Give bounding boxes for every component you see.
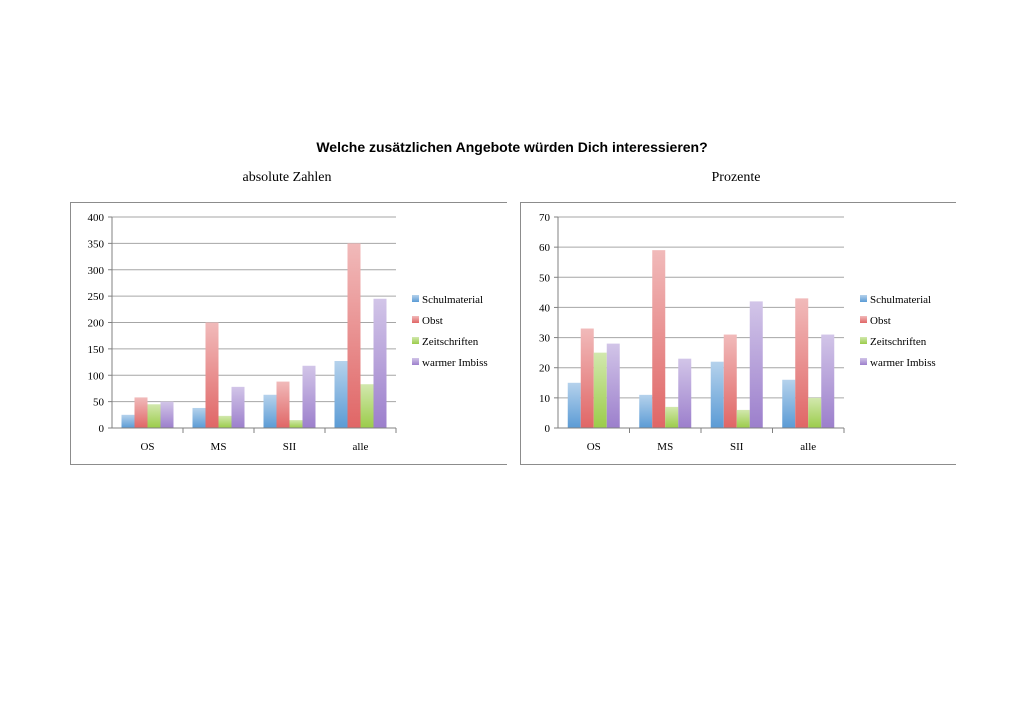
pct-bar-warmer-imbiss-sii — [749, 301, 763, 428]
abs-ytick-label: 200 — [88, 318, 105, 330]
abs-bar-warmer-imbiss-sii — [302, 365, 316, 428]
pct-xtick-label: MS — [657, 441, 673, 453]
pct-bar-obst-os — [580, 328, 594, 428]
chart-percent: 0 10 20 30 40 50 60 70 OS MS SII alle Schulmaterial O… — [520, 202, 956, 465]
pct-bar-obst-alle — [795, 298, 809, 428]
abs-bar-obst-alle — [347, 243, 361, 428]
abs-ytick-label: 100 — [88, 370, 105, 382]
abs-ytick-label: 300 — [88, 265, 105, 277]
pct-bar-zeitschriften-alle — [808, 397, 822, 428]
pct-bar-obst-sii — [723, 334, 737, 428]
abs-bar-obst-ms — [205, 322, 219, 428]
abs-legend-swatch — [412, 337, 419, 344]
abs-bar-schulmaterial-os — [121, 414, 135, 428]
pct-ytick-label: 30 — [539, 333, 551, 345]
abs-xtick-label: OS — [140, 441, 154, 453]
pct-ytick-label: 10 — [539, 393, 551, 405]
abs-bar-schulmaterial-ms — [192, 407, 206, 428]
pct-xtick-label: SII — [730, 441, 744, 453]
abs-xtick-label: MS — [211, 441, 227, 453]
page-title: Welche zusätzlichen Angebote würden Dich… — [316, 139, 708, 155]
abs-xtick-label: SII — [283, 441, 297, 453]
pct-xtick-label: alle — [800, 441, 816, 453]
pct-bar-schulmaterial-os — [567, 382, 581, 428]
pct-ytick-label: 60 — [539, 242, 551, 254]
pct-bar-zeitschriften-ms — [665, 406, 679, 428]
pct-ytick-label: 0 — [545, 423, 551, 435]
abs-bar-schulmaterial-sii — [263, 394, 277, 428]
pct-bar-schulmaterial-alle — [782, 379, 796, 428]
abs-bar-zeitschriften-alle — [360, 384, 374, 428]
abs-bar-warmer-imbiss-ms — [231, 386, 245, 428]
pct-legend-swatch — [860, 316, 867, 323]
abs-ytick-label: 0 — [99, 423, 105, 435]
pct-xtick-label: OS — [587, 441, 601, 453]
pct-bar-zeitschriften-os — [593, 352, 607, 428]
abs-bar-zeitschriften-sii — [289, 420, 303, 428]
pct-bar-zeitschriften-sii — [736, 409, 750, 428]
pct-bar-schulmaterial-sii — [710, 361, 724, 428]
abs-bar-zeitschriften-ms — [218, 415, 232, 428]
abs-legend-label: warmer Imbiss — [422, 357, 488, 369]
pct-bar-schulmaterial-ms — [639, 394, 653, 428]
pct-legend-swatch — [860, 295, 867, 302]
abs-ytick-label: 150 — [88, 344, 105, 356]
pct-ytick-label: 70 — [539, 212, 551, 224]
abs-legend-swatch — [412, 295, 419, 302]
chart-percent-svg: 0 10 20 30 40 50 60 70 OS MS SII alle Schulmaterial O… — [539, 212, 936, 453]
abs-ytick-label: 400 — [88, 212, 105, 224]
abs-ytick-label: 50 — [93, 397, 105, 409]
abs-legend-label: Zeitschriften — [422, 336, 479, 348]
abs-xtick-label: alle — [353, 441, 369, 453]
pct-bar-warmer-imbiss-ms — [678, 358, 692, 428]
chart-title-percent: Prozente — [711, 170, 761, 185]
abs-bar-obst-os — [134, 397, 148, 428]
abs-ytick-label: 250 — [88, 291, 105, 303]
abs-ytick-label: 350 — [88, 238, 105, 250]
pct-legend-swatch — [860, 337, 867, 344]
abs-legend-label: Schulmaterial — [422, 294, 483, 306]
pct-bar-obst-ms — [652, 250, 666, 428]
pct-bar-warmer-imbiss-os — [606, 343, 620, 428]
abs-legend-swatch — [412, 316, 419, 323]
chart-absolute: 0 50 100 150 200 250 300 350 400 OS MS SII alle Schul… — [70, 202, 507, 465]
pct-legend-label: Zeitschriften — [870, 336, 927, 348]
chart-absolute-svg: 0 50 100 150 200 250 300 350 400 OS MS SII alle Schul… — [88, 212, 488, 453]
abs-legend-swatch — [412, 358, 419, 365]
abs-bar-schulmaterial-alle — [334, 361, 348, 428]
pct-bar-warmer-imbiss-alle — [821, 334, 835, 428]
pct-legend-label: Schulmaterial — [870, 294, 931, 306]
pct-ytick-label: 40 — [539, 302, 551, 314]
pct-ytick-label: 50 — [539, 272, 551, 284]
pct-legend-swatch — [860, 358, 867, 365]
pct-legend-label: warmer Imbiss — [870, 357, 936, 369]
pct-legend-label: Obst — [870, 315, 891, 327]
abs-bar-obst-sii — [276, 381, 290, 428]
pct-ytick-label: 20 — [539, 363, 551, 375]
abs-bar-zeitschriften-os — [147, 404, 161, 428]
abs-legend-label: Obst — [422, 315, 443, 327]
chart-title-absolute: absolute Zahlen — [242, 170, 332, 185]
abs-bar-warmer-imbiss-alle — [373, 298, 387, 428]
abs-bar-warmer-imbiss-os — [160, 401, 174, 428]
